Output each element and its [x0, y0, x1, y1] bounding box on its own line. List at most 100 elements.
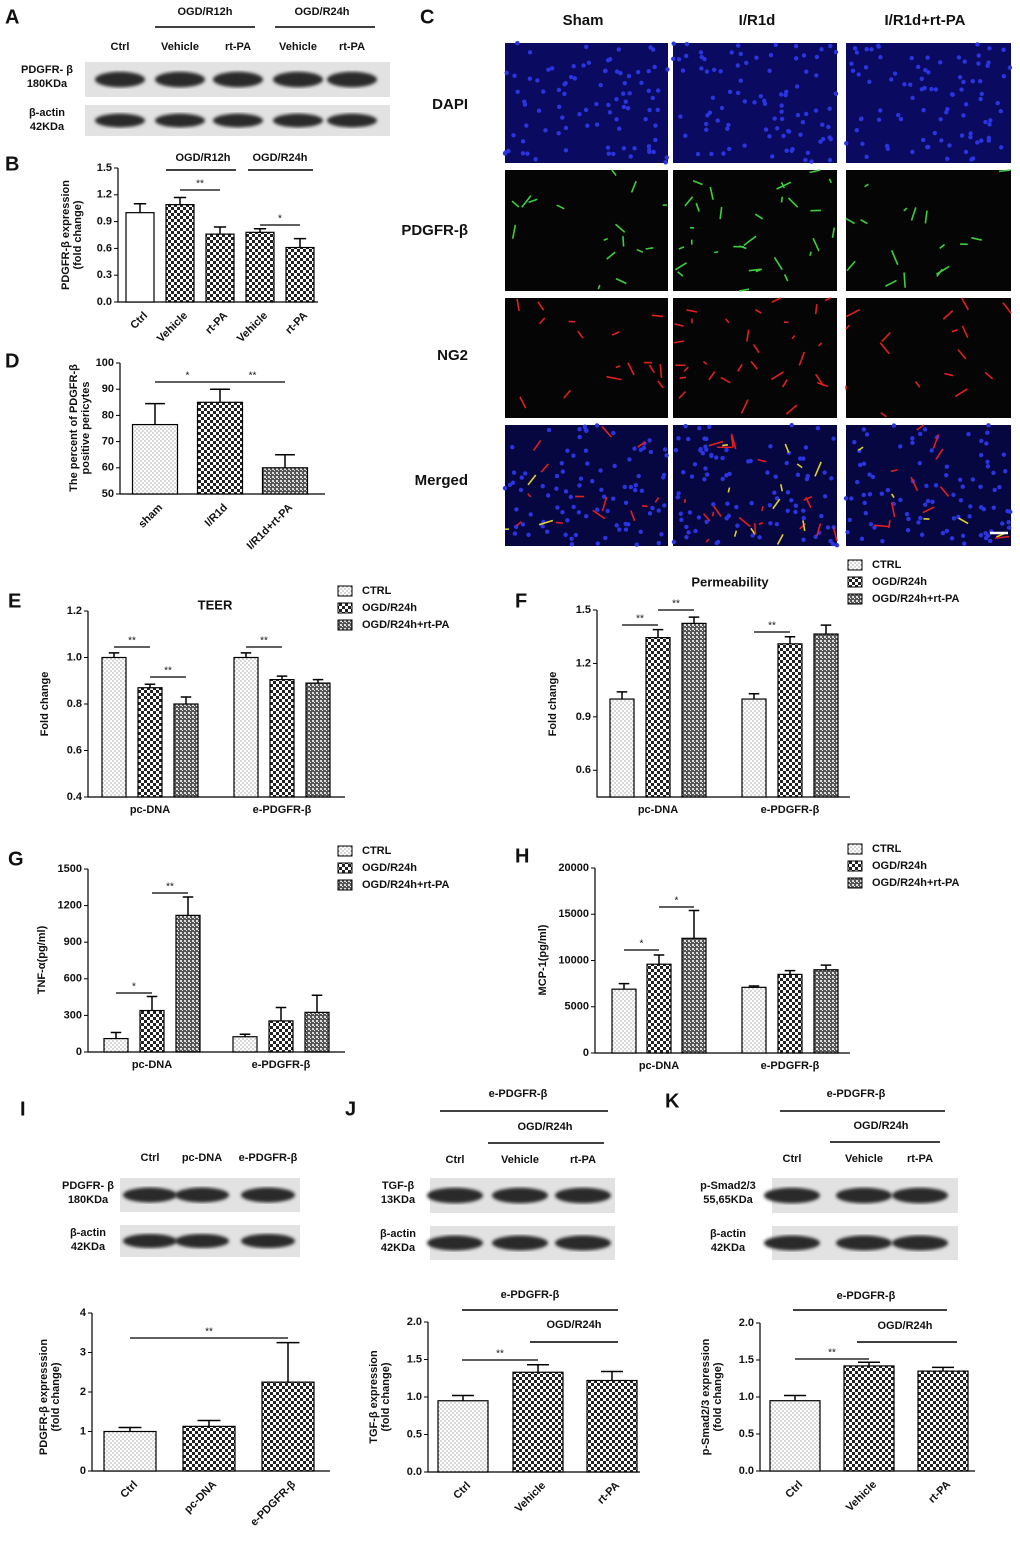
nucleus [634, 542, 639, 547]
nucleus [605, 145, 611, 150]
nucleus [803, 445, 809, 450]
nucleus [632, 446, 637, 451]
lane-label: Vehicle [279, 41, 317, 53]
x-tick-label: Vehicle [513, 1480, 548, 1515]
vessel [708, 440, 724, 447]
vessel [705, 538, 710, 543]
nucleus [801, 508, 806, 513]
lane-label: pc-DNA [182, 1152, 222, 1164]
y-tick-label: 0.0 [407, 1466, 422, 1478]
vessel [674, 323, 684, 327]
nucleus [655, 107, 660, 113]
band [155, 113, 205, 128]
nucleus [923, 68, 928, 73]
y-tick-label: 0.8 [67, 698, 82, 710]
nucleus [504, 70, 509, 75]
nucleus [864, 432, 870, 437]
nucleus [849, 61, 854, 66]
vessel [885, 279, 897, 287]
vessel [773, 256, 783, 271]
nucleus [798, 132, 803, 137]
nucleus [930, 499, 935, 505]
nucleus [525, 151, 530, 156]
nucleus [969, 157, 974, 162]
nucleus [687, 510, 693, 515]
row-label: 42KDa [711, 1242, 746, 1254]
vessel [881, 331, 891, 343]
nucleus [627, 91, 632, 96]
nucleus [966, 431, 971, 437]
error-bar [275, 1006, 287, 1021]
nucleus [633, 482, 639, 488]
nucleus [1001, 74, 1007, 79]
nucleus [543, 128, 548, 133]
nucleus [898, 444, 903, 449]
nucleus [820, 122, 825, 127]
error-bar [820, 624, 832, 635]
vessel [942, 310, 954, 320]
nucleus [707, 110, 713, 115]
nucleus [676, 491, 681, 496]
nucleus [635, 69, 641, 75]
x-tick-label: pc-DNA [638, 804, 678, 816]
nucleus [518, 487, 524, 493]
nucleus [623, 527, 629, 532]
band [241, 1187, 295, 1203]
bar [232, 1036, 258, 1053]
column-label: I/R1d+rt-PA [885, 12, 966, 29]
vessel [776, 534, 784, 545]
nucleus [651, 149, 656, 155]
nucleus [565, 448, 570, 453]
nucleus [594, 122, 600, 127]
nucleus [646, 88, 652, 93]
band [175, 1233, 229, 1249]
panel-label: I [20, 1098, 26, 1120]
vessel [695, 202, 700, 212]
significance-label: ** [768, 621, 776, 632]
nucleus [813, 108, 819, 113]
nucleus [720, 455, 725, 461]
x-tick-label: rt-PA [926, 1479, 953, 1506]
legend-label: CTRL [362, 585, 392, 597]
nucleus [951, 516, 957, 521]
nucleus [908, 82, 913, 87]
row-label: PDGFR- β [21, 64, 73, 76]
nucleus [783, 92, 788, 98]
nucleus [704, 519, 709, 524]
nucleus [822, 470, 827, 475]
vessel [796, 463, 803, 469]
micrograph [673, 170, 837, 291]
nucleus [527, 50, 533, 55]
nucleus [867, 492, 873, 497]
y-tick-label: 0.4 [67, 791, 83, 803]
nucleus [915, 64, 921, 70]
micrograph [846, 298, 1011, 418]
nucleus [614, 523, 619, 528]
nucleus [985, 459, 990, 464]
legend-swatch [847, 877, 863, 889]
nucleus [818, 139, 823, 144]
error-bar [688, 909, 700, 939]
nucleus [793, 509, 798, 515]
nucleus [1008, 509, 1013, 515]
nucleus [639, 80, 644, 86]
nucleus [984, 441, 989, 446]
lane-label: Ctrl [141, 1152, 160, 1164]
nucleus [789, 498, 794, 503]
band [555, 1235, 611, 1251]
nucleus [845, 529, 850, 535]
vessel [746, 329, 750, 342]
y-axis-label: Fold change [547, 672, 559, 737]
nucleus [859, 536, 865, 541]
nucleus [960, 533, 966, 539]
nucleus [970, 78, 975, 84]
bar [137, 687, 163, 798]
nucleus [742, 143, 747, 148]
row-label: 180KDa [27, 78, 68, 90]
nucleus [981, 506, 987, 512]
nucleus [774, 126, 780, 131]
vessel [516, 298, 520, 312]
nucleus [540, 524, 545, 529]
nucleus [805, 150, 811, 156]
bar [304, 1011, 330, 1053]
